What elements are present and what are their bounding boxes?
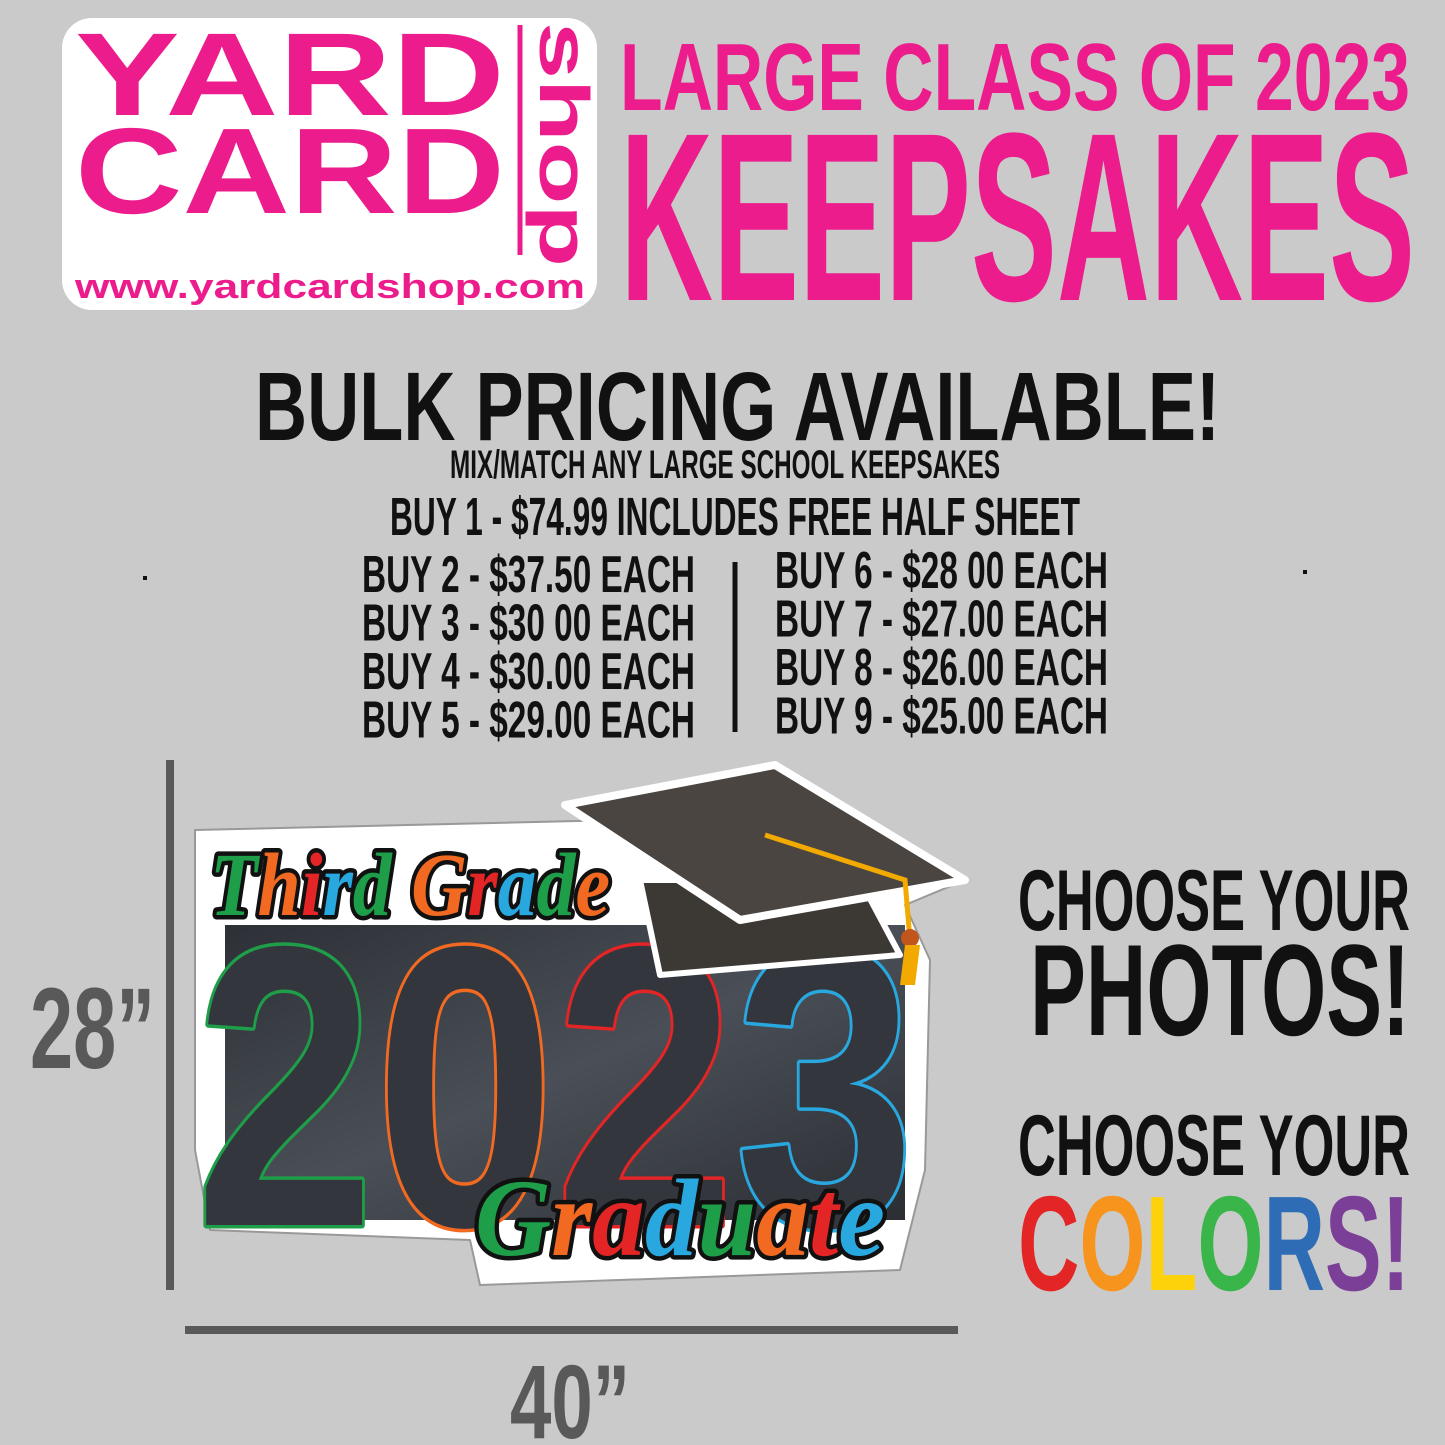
callout-lead: CHOOSE YOUR xyxy=(1018,853,1410,949)
letter: t xyxy=(809,1157,842,1279)
letter: h xyxy=(258,836,301,935)
year: 2023 xyxy=(195,863,915,1310)
cap-board xyxy=(561,761,969,924)
height-label: 28” xyxy=(30,965,155,1093)
price-row: BUY 8 - $26.00 EACH xyxy=(775,639,1108,697)
letter: d xyxy=(353,836,394,935)
price-row: BUY 4 - $30.00 EACH xyxy=(362,643,695,701)
price-row: BUY 2 - $37.50 EACH xyxy=(362,546,695,604)
price-row: BUY 6 - $28 00 EACH xyxy=(775,542,1108,600)
letter: r xyxy=(322,836,353,935)
sign-top-text: Third Grade xyxy=(210,836,610,935)
sign-bottom-text: Graduate xyxy=(475,1157,885,1279)
letter: S xyxy=(1325,1168,1382,1319)
cap-tassel xyxy=(764,832,913,941)
letter: O xyxy=(1079,1168,1145,1319)
price-row: BUY 5 - $29.00 EACH xyxy=(362,692,695,750)
letter: a xyxy=(592,1157,645,1279)
title-top: LARGE CLASS OF 2023 xyxy=(620,24,1410,131)
photo-area xyxy=(225,925,905,1220)
width-bar xyxy=(185,1326,958,1334)
letter: d xyxy=(537,836,578,935)
letter xyxy=(392,836,411,935)
pricing-headline: BULK PRICING AVAILABLE! xyxy=(255,352,1220,461)
letter: T xyxy=(210,836,260,935)
height-bar xyxy=(166,760,174,1290)
callout-lead: CHOOSE YOUR xyxy=(1018,1098,1410,1194)
dot xyxy=(1303,570,1307,574)
letter: e xyxy=(575,836,610,935)
width-label: 40” xyxy=(510,1344,630,1445)
dot xyxy=(143,576,147,580)
title-main: KEEPSAKES xyxy=(620,83,1415,351)
letter: G xyxy=(411,836,467,935)
letter: e xyxy=(838,1157,885,1279)
logo-side: shop xyxy=(525,22,603,267)
letter: G xyxy=(475,1157,551,1279)
letter: r xyxy=(551,1157,593,1279)
logo-line: CARD xyxy=(75,103,505,239)
cap-knob xyxy=(901,929,919,947)
callout: PHOTOS! xyxy=(1030,917,1410,1063)
letter: L xyxy=(1146,1168,1198,1319)
logo-url: www.yardcardshop.com xyxy=(74,268,585,306)
price-row: BUY 7 - $27.00 EACH xyxy=(775,591,1108,649)
cap-tassel-end xyxy=(900,945,920,985)
letter: R xyxy=(1264,1168,1325,1319)
logo-line: YARD xyxy=(75,9,505,141)
letter: r xyxy=(467,836,498,935)
letter: u xyxy=(698,1157,757,1279)
letter: ! xyxy=(1382,1168,1410,1319)
callout: COLORS! xyxy=(1018,1168,1410,1319)
letter: i xyxy=(301,836,323,935)
letter: a xyxy=(498,836,537,935)
logo-backing xyxy=(62,18,597,310)
pricing-note: MIX/MATCH ANY LARGE SCHOOL KEEPSAKES xyxy=(450,443,1000,487)
letter: O xyxy=(1197,1168,1263,1319)
price-row: BUY 9 - $25.00 EACH xyxy=(775,688,1108,746)
letter: 2 xyxy=(195,863,375,1310)
price-row: BUY 3 - $30 00 EACH xyxy=(362,595,695,653)
letter: d xyxy=(645,1157,700,1279)
letter: 0 xyxy=(375,863,555,1310)
letter: C xyxy=(1018,1168,1079,1319)
pricing-buy1: BUY 1 - $74.99 INCLUDES FREE HALF SHEET xyxy=(390,487,1080,547)
letter: a xyxy=(756,1157,809,1279)
